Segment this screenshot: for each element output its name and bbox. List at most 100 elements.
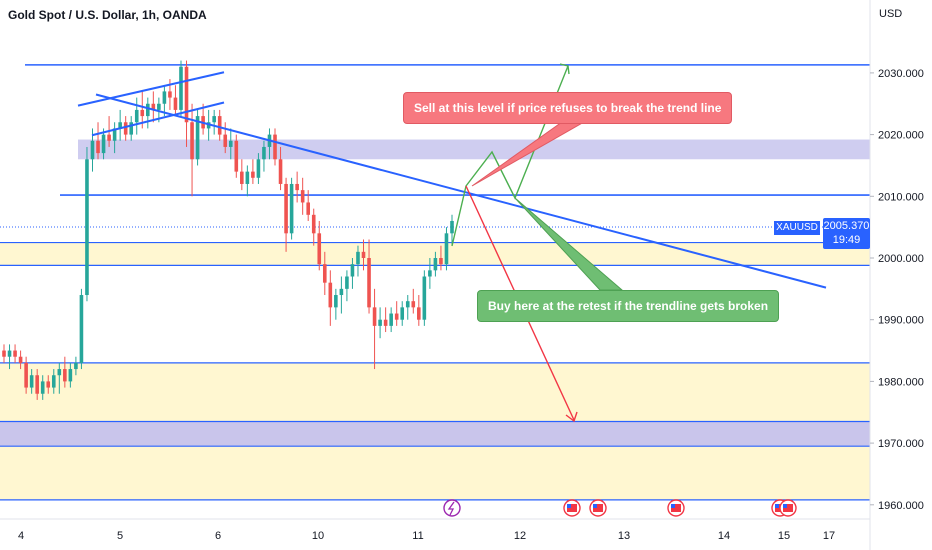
candle-body <box>450 220 454 234</box>
us-flag-canton-icon <box>775 504 779 508</box>
projection-arrows-layer <box>451 63 624 423</box>
flag-lower-line[interactable] <box>91 101 225 137</box>
chart-title: Gold Spot / U.S. Dollar, 1h, OANDA <box>8 8 207 22</box>
candle-body <box>195 116 200 160</box>
candle-body <box>184 66 189 123</box>
candle-body <box>378 319 382 326</box>
candle-body <box>129 122 134 135</box>
candle-body <box>51 375 56 388</box>
candle-body <box>278 159 283 184</box>
candle-body <box>134 109 139 123</box>
bearish-arrowhead <box>565 411 578 423</box>
candle-body <box>317 233 322 265</box>
candle-body <box>273 134 277 160</box>
time-axis[interactable]: 4 5 6 10 11 12 13 14 15 17 <box>18 530 835 542</box>
candle-body <box>123 122 128 135</box>
candle-body <box>389 313 393 326</box>
candle-body <box>311 214 316 234</box>
flag-upper-line[interactable] <box>77 71 225 107</box>
candle-body <box>151 103 156 110</box>
x-tick-label: 17 <box>823 530 835 542</box>
candle-body <box>306 202 310 215</box>
candle-body <box>339 288 344 296</box>
y-tick-label: 2010.000 <box>878 191 924 203</box>
candle-body <box>112 128 117 141</box>
candle-body <box>289 183 294 234</box>
x-tick-label: 10 <box>312 530 324 542</box>
candle-body <box>7 350 12 357</box>
candle-body <box>345 276 349 289</box>
candle-body <box>29 375 34 388</box>
us-flag-canton-icon <box>783 504 787 508</box>
buy-callout[interactable]: Buy here at the retest if the trendline … <box>477 290 780 322</box>
us-flag-icon <box>593 504 603 512</box>
candle-body <box>417 307 421 320</box>
event-icons-layer[interactable] <box>443 499 797 517</box>
candle-body <box>234 140 239 172</box>
descending-trendline[interactable] <box>95 93 827 289</box>
candle-body <box>245 171 250 184</box>
candle-body <box>173 97 178 110</box>
candle-body <box>295 183 299 191</box>
candle-body <box>433 258 438 271</box>
candle-body <box>162 91 167 104</box>
candle-body <box>383 319 388 326</box>
candle-body <box>350 264 355 277</box>
candle-body <box>228 140 233 147</box>
price-axis[interactable]: 2030.000 2020.000 2010.000 2000.000 1990.000… <box>870 68 924 512</box>
x-tick-label: 5 <box>117 530 123 542</box>
candle-body <box>262 146 266 160</box>
price-tag-countdown: 19:49 <box>832 234 861 246</box>
x-tick-label: 15 <box>778 530 790 542</box>
current-price-tag: XAUUSD 2005.370 19:49 <box>774 218 870 249</box>
candle-body <box>68 369 73 382</box>
candle-body <box>46 381 51 388</box>
trendlines-layer <box>77 71 827 289</box>
x-tick-label: 11 <box>412 530 423 542</box>
y-tick-label: 1990.000 <box>878 315 924 327</box>
zones-layer <box>0 139 870 500</box>
candle-body <box>256 159 261 178</box>
candle-body <box>217 116 222 135</box>
candle-body <box>168 91 172 98</box>
candle-body <box>251 171 255 178</box>
candle-body <box>146 103 150 117</box>
us-flag-icon <box>567 504 577 512</box>
candle-body <box>284 183 288 234</box>
candle-body <box>356 251 360 265</box>
bullish-arrowhead <box>559 63 570 75</box>
earnings-event-icon[interactable] <box>443 499 461 517</box>
candle-body <box>85 159 89 296</box>
zone-demand <box>0 421 870 447</box>
candle-body <box>444 233 449 265</box>
lightning-icon <box>447 501 455 516</box>
candle-body <box>63 369 67 382</box>
price-tag-symbol: XAUUSD <box>774 221 820 235</box>
us-flag-canton-icon <box>593 504 597 508</box>
candle-body <box>439 258 443 265</box>
candle-body <box>190 122 194 160</box>
candle-body <box>90 140 95 160</box>
x-tick-label: 13 <box>618 530 630 542</box>
x-tick-label: 12 <box>514 530 526 542</box>
candle-body <box>13 350 17 357</box>
x-tick-label: 14 <box>718 530 730 542</box>
candle-body <box>79 295 84 363</box>
candle-body <box>35 375 39 394</box>
candle-body <box>18 356 23 363</box>
us-flag-canton-icon <box>671 504 675 508</box>
y-tick-label: 1980.000 <box>878 376 924 388</box>
bullish-path <box>451 65 569 247</box>
buy-callout-text: Buy here at the retest if the trendline … <box>488 299 769 313</box>
candle-body <box>140 109 145 117</box>
y-tick-label: 1960.000 <box>878 500 924 512</box>
sell-callout[interactable]: Sell at this level if price refuses to b… <box>403 92 733 124</box>
candle-body <box>405 301 410 308</box>
candle-body <box>400 307 405 320</box>
candle-body <box>372 307 377 326</box>
candles-layer <box>2 60 454 400</box>
sell-callout-text: Sell at this level if price refuses to b… <box>414 101 722 115</box>
y-tick-label: 2030.000 <box>878 68 924 80</box>
candle-body <box>101 134 106 154</box>
